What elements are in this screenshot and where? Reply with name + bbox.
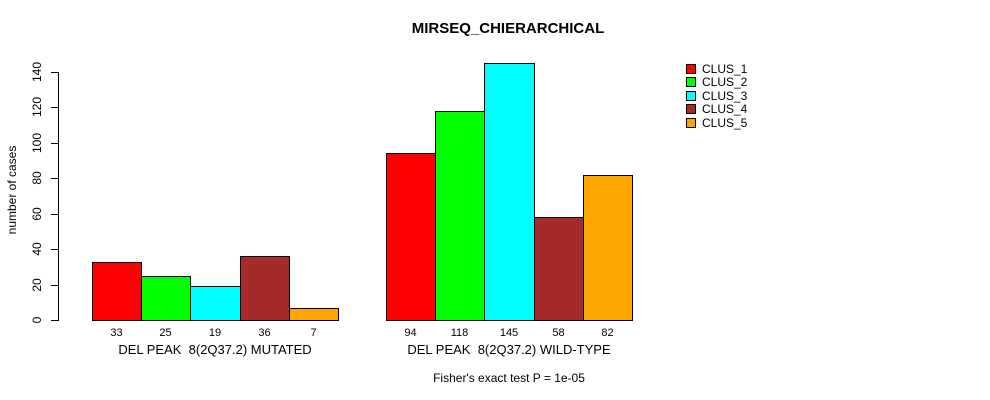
bar-value-label: 7	[310, 327, 317, 339]
bar-clus_1-group1	[92, 262, 142, 321]
legend-swatch-icon	[686, 118, 696, 128]
bar-clus_4-group2	[534, 217, 584, 321]
y-tick-label: 0	[30, 316, 44, 324]
bar-clus_3-group2	[484, 63, 535, 321]
legend-swatch-icon	[686, 77, 696, 87]
legend-label: CLUS_3	[702, 89, 748, 103]
bar-clus_2-group2	[435, 111, 485, 321]
legend-item-clus_5: CLUS_5	[686, 117, 747, 129]
y-tick-mark	[51, 107, 58, 108]
legend-label: CLUS_4	[702, 102, 748, 116]
y-axis-line	[58, 72, 59, 321]
bar-value-label: 33	[110, 327, 123, 339]
bar-clus_1-group2	[386, 153, 436, 321]
bar-clus_4-group1	[240, 256, 290, 321]
bar-clus_5-group1	[289, 308, 339, 321]
bar-value-label: 118	[450, 327, 469, 339]
y-tick-mark	[51, 320, 58, 321]
y-tick-label: 60	[30, 207, 44, 221]
legend-swatch-icon	[686, 104, 696, 114]
y-tick-label: 40	[30, 242, 44, 256]
bar-clus_2-group1	[141, 276, 191, 321]
y-axis-label: number of cases	[5, 145, 19, 235]
y-tick-label: 80	[30, 171, 44, 185]
bar-value-label: 82	[601, 327, 614, 339]
legend-label: CLUS_2	[702, 75, 748, 89]
y-tick-mark	[51, 72, 58, 73]
bar-value-label: 25	[159, 327, 172, 339]
y-tick-label: 100	[30, 132, 44, 154]
bar-value-label: 94	[404, 327, 417, 339]
group-label-mutated: DEL PEAK 8(2Q37.2) MUTATED	[118, 342, 312, 357]
legend-item-clus_1: CLUS_1	[686, 63, 747, 75]
y-tick-label: 120	[30, 96, 44, 118]
legend-item-clus_4: CLUS_4	[686, 103, 747, 115]
chart-title: MIRSEQ_CHIERARCHICAL	[411, 20, 605, 37]
y-tick-mark	[51, 178, 58, 179]
bar-clus_3-group1	[190, 286, 241, 321]
legend-label: CLUS_1	[702, 62, 748, 76]
bar-value-label: 58	[552, 327, 565, 339]
footnote-fisher-test: Fisher's exact test P = 1e-05	[433, 371, 585, 385]
y-tick-mark	[51, 214, 58, 215]
legend-swatch-icon	[686, 64, 696, 74]
legend-label: CLUS_5	[702, 116, 748, 130]
legend-item-clus_2: CLUS_2	[686, 76, 747, 88]
bar-value-label: 36	[258, 327, 271, 339]
y-tick-mark	[51, 143, 58, 144]
bar-value-label: 19	[208, 327, 222, 339]
legend-swatch-icon	[686, 91, 696, 101]
group-label-wild-type: DEL PEAK 8(2Q37.2) WILD-TYPE	[407, 342, 611, 357]
bar-value-label: 145	[499, 327, 519, 339]
y-tick-label: 20	[30, 278, 44, 292]
legend-item-clus_3: CLUS_3	[686, 90, 747, 102]
y-tick-label: 140	[30, 61, 44, 83]
bar-clus_5-group2	[583, 175, 633, 321]
y-tick-mark	[51, 285, 58, 286]
y-tick-mark	[51, 249, 58, 250]
